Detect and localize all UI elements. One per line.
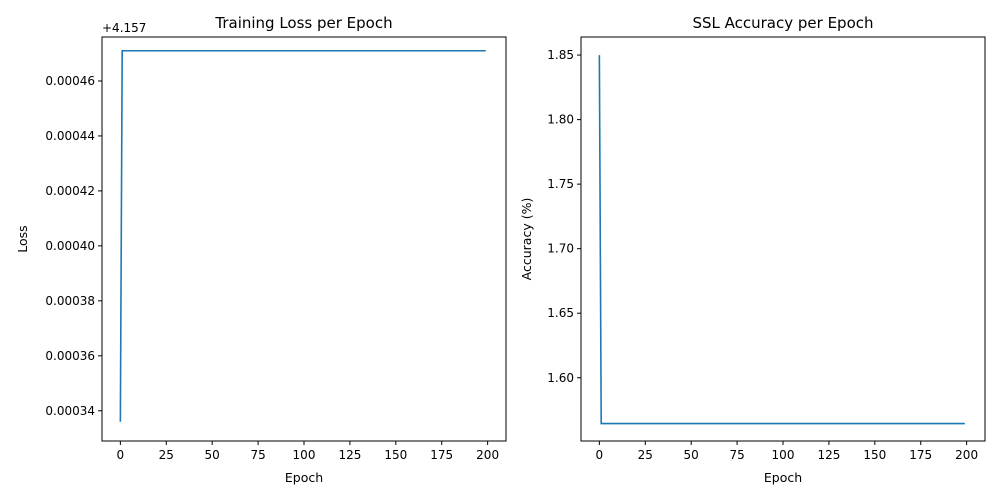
loss-axis-ticks: 0 25 50 75 100 125 150 175 200 0.00034 0.00036 0.00… <box>45 74 499 462</box>
loss-chart-title: Training Loss per Epoch <box>214 14 392 32</box>
loss-chart: Training Loss per Epoch +4.157 0 25 50 75 10… <box>15 14 507 485</box>
loss-x-tick-label: 100 <box>293 448 316 462</box>
accuracy-x-tick-label: 200 <box>955 448 978 462</box>
loss-y-tick-label: 0.00036 <box>45 349 95 363</box>
accuracy-chart: SSL Accuracy per Epoch 0 25 50 75 100 125 150 1… <box>519 14 986 485</box>
accuracy-y-tick-label: 1.85 <box>547 48 574 62</box>
accuracy-y-axis-label: Accuracy (%) <box>519 198 534 281</box>
loss-y-tick-label: 0.00034 <box>45 404 95 418</box>
loss-y-tick-label: 0.00038 <box>45 294 95 308</box>
loss-x-tick-label: 175 <box>430 448 453 462</box>
loss-y-tick-label: 0.00042 <box>45 184 95 198</box>
accuracy-y-tick-label: 1.75 <box>547 177 574 191</box>
loss-plot-frame <box>101 36 507 442</box>
accuracy-series-line <box>598 55 965 425</box>
accuracy-chart-title: SSL Accuracy per Epoch <box>692 14 873 32</box>
loss-series-line <box>119 49 486 422</box>
loss-x-tick-label: 200 <box>476 448 499 462</box>
loss-x-tick-label: 150 <box>384 448 407 462</box>
loss-y-tick-label: 0.00046 <box>45 74 95 88</box>
accuracy-series-group <box>598 55 965 425</box>
loss-x-tick-label: 125 <box>338 448 361 462</box>
accuracy-x-tick-label: 150 <box>863 448 886 462</box>
accuracy-y-tick-label: 1.70 <box>547 242 574 256</box>
loss-x-tick-label: 50 <box>205 448 220 462</box>
accuracy-y-tick-label: 1.60 <box>547 371 574 385</box>
accuracy-x-tick-label: 75 <box>729 448 744 462</box>
loss-x-tick-label: 75 <box>250 448 265 462</box>
loss-x-axis-label: Epoch <box>285 470 323 485</box>
accuracy-x-axis-label: Epoch <box>764 470 802 485</box>
loss-x-tick-label: 25 <box>159 448 174 462</box>
loss-y-tick-label: 0.00044 <box>45 129 95 143</box>
loss-series-group <box>119 49 486 422</box>
accuracy-x-tick-label: 125 <box>817 448 840 462</box>
accuracy-axis-ticks: 0 25 50 75 100 125 150 175 200 1.60 1.65 1.70 1.75 1.… <box>547 48 978 462</box>
accuracy-x-tick-label: 25 <box>638 448 653 462</box>
accuracy-x-tick-label: 50 <box>684 448 699 462</box>
loss-x-tick-label: 0 <box>117 448 125 462</box>
loss-y-axis-label: Loss <box>15 225 30 252</box>
accuracy-x-tick-label: 100 <box>772 448 795 462</box>
accuracy-y-tick-label: 1.80 <box>547 113 574 127</box>
loss-y-tick-label: 0.00040 <box>45 239 95 253</box>
accuracy-x-tick-label: 0 <box>596 448 604 462</box>
accuracy-plot-frame <box>580 36 986 442</box>
loss-y-offset-label: +4.157 <box>102 21 146 35</box>
accuracy-x-tick-label: 175 <box>909 448 932 462</box>
accuracy-y-tick-label: 1.65 <box>547 306 574 320</box>
